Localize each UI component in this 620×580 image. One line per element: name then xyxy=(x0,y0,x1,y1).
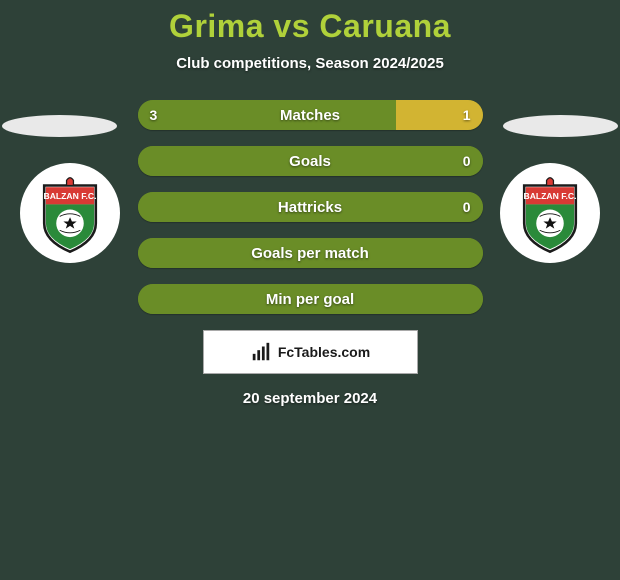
svg-text:BALZAN F.C.: BALZAN F.C. xyxy=(44,191,97,201)
stat-label: Hattricks xyxy=(138,192,483,222)
balzan-shield-icon: BALZAN F.C. xyxy=(27,170,113,256)
right-club-logo: BALZAN F.C. xyxy=(500,163,600,263)
stat-row: Goals0 xyxy=(138,146,483,176)
stat-label: Matches xyxy=(138,100,483,130)
root-container: Grima vs Caruana Club competitions, Seas… xyxy=(0,0,620,580)
right-oval-decoration xyxy=(503,115,618,137)
watermark-box: FcTables.com xyxy=(203,330,418,374)
stat-row: Goals per match xyxy=(138,238,483,268)
watermark-text: FcTables.com xyxy=(278,344,370,360)
subtitle: Club competitions, Season 2024/2025 xyxy=(0,55,620,72)
left-oval-decoration xyxy=(2,115,117,137)
stat-label: Goals per match xyxy=(138,238,483,268)
date-label: 20 september 2024 xyxy=(0,390,620,407)
body-area: BALZAN F.C. BALZAN F.C. xyxy=(0,100,620,407)
stat-row: Matches3 1 xyxy=(138,100,483,130)
stat-label: Min per goal xyxy=(138,284,483,314)
balzan-shield-icon: BALZAN F.C. xyxy=(507,170,593,256)
chart-icon xyxy=(250,341,272,363)
stat-right-value: 1 xyxy=(463,100,471,130)
stat-right-value: 0 xyxy=(463,146,471,176)
stat-label: Goals xyxy=(138,146,483,176)
svg-text:BALZAN F.C.: BALZAN F.C. xyxy=(524,191,577,201)
stat-right-value: 0 xyxy=(463,192,471,222)
stat-row: Min per goal xyxy=(138,284,483,314)
left-club-logo: BALZAN F.C. xyxy=(20,163,120,263)
comparison-bars: Matches31Goals0Hattricks0Goals per match… xyxy=(138,100,483,314)
stat-row: Hattricks0 xyxy=(138,192,483,222)
stat-left-value: 3 xyxy=(150,100,158,130)
page-title: Grima vs Caruana xyxy=(0,0,620,45)
